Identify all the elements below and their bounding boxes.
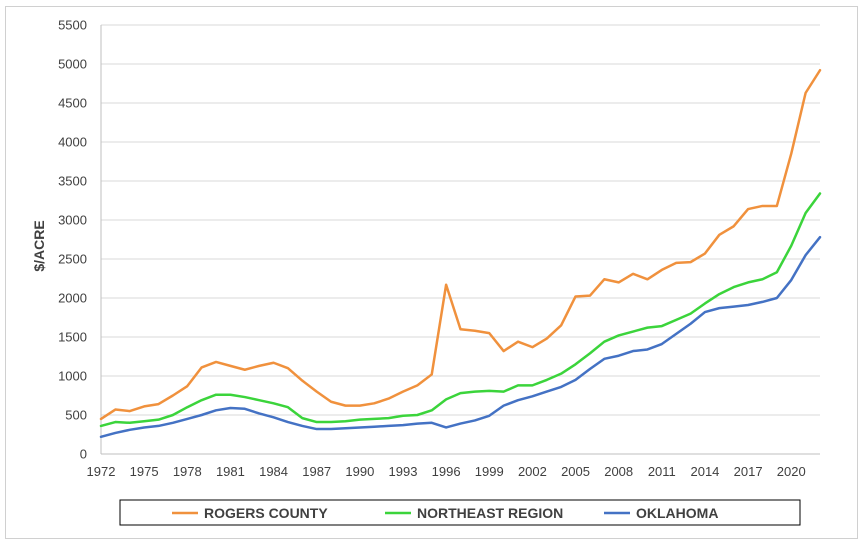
legend: ROGERS COUNTY NORTHEAST REGION OKLAHOMA — [119, 499, 801, 526]
x-tick-label: 1990 — [345, 464, 374, 479]
gridlines — [101, 24, 820, 416]
series-line-oklahoma — [99, 235, 822, 439]
axes — [100, 25, 820, 455]
legend-box — [119, 499, 801, 526]
x-tick-label: 1984 — [259, 464, 288, 479]
y-tick-label: 1000 — [58, 369, 87, 384]
x-tick-label: 2017 — [734, 464, 763, 479]
x-tick-label: 1987 — [302, 464, 331, 479]
series-line-rogers-county — [99, 68, 822, 421]
x-tick-label: 2014 — [690, 464, 719, 479]
y-tick-label: 2500 — [58, 252, 87, 267]
legend-label: OKLAHOMA — [636, 505, 718, 521]
chart-frame — [5, 6, 858, 539]
series-lines — [99, 68, 822, 439]
legend-label: NORTHEAST REGION — [417, 505, 563, 521]
x-tick-label: 2011 — [648, 464, 676, 479]
y-tick-label: 3500 — [58, 174, 87, 189]
legend-label: ROGERS COUNTY — [204, 505, 328, 521]
y-tick-label: 500 — [65, 408, 87, 423]
x-tick-label: 1981 — [216, 464, 245, 479]
x-tick-label: 1996 — [432, 464, 461, 479]
y-axis-label: $/ACRE — [31, 220, 47, 271]
x-tick-label: 1972 — [87, 464, 116, 479]
series-line-northeast-region — [99, 192, 822, 428]
x-tick-label: 1975 — [130, 464, 159, 479]
x-tick-label: 2005 — [561, 464, 590, 479]
y-tick-label: 5000 — [58, 57, 87, 72]
x-tick-labels: 1972 1975 1978 1981 1984 1987 1990 1993 1996 1999… — [87, 464, 806, 479]
x-tick-label: 2008 — [604, 464, 633, 479]
y-tick-label: 4000 — [58, 135, 87, 150]
x-tick-label: 2002 — [518, 464, 547, 479]
y-tick-label: 1500 — [58, 330, 87, 345]
x-tick-label: 2020 — [777, 464, 806, 479]
y-tick-label: 5500 — [58, 18, 87, 33]
y-tick-label: 2000 — [58, 291, 87, 306]
x-tick-label: 1999 — [475, 464, 504, 479]
y-tick-label: 3000 — [58, 213, 87, 228]
x-tick-label: 1993 — [389, 464, 418, 479]
x-tick-label: 1978 — [173, 464, 202, 479]
y-tick-label: 0 — [80, 447, 87, 462]
y-tick-labels: 0 500 1000 1500 2000 2500 3000 3500 4000 4500 5000… — [58, 18, 87, 462]
y-tick-label: 4500 — [58, 96, 87, 111]
